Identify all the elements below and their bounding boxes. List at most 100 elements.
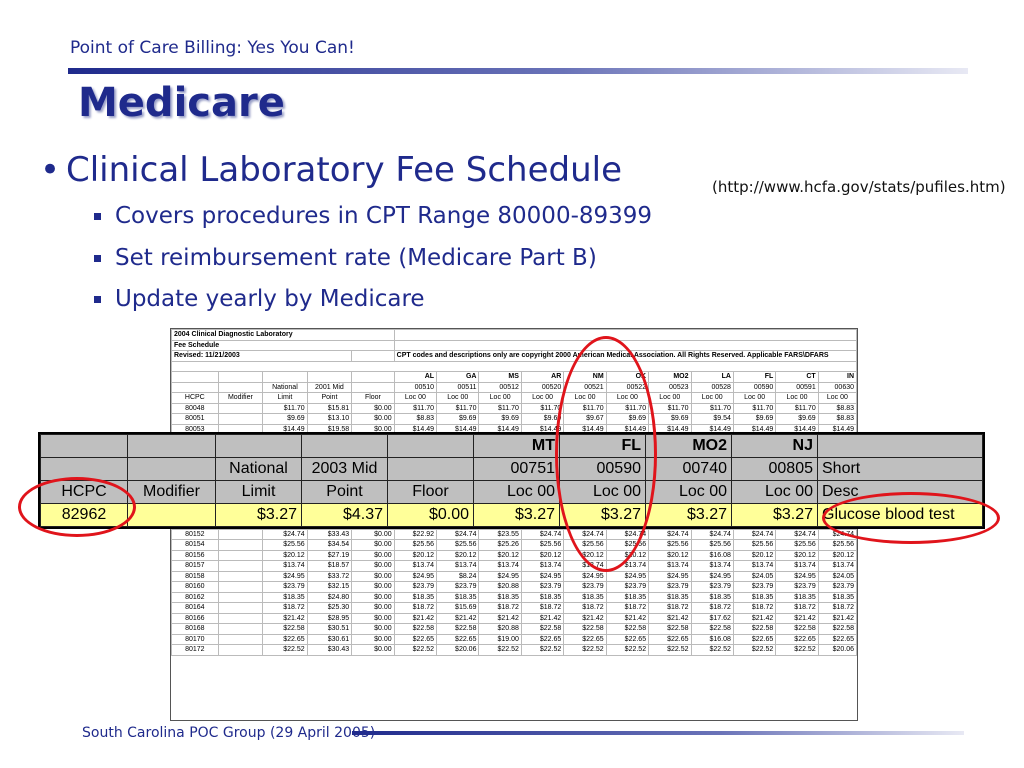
zoom-cell: Limit <box>215 480 302 504</box>
locality-code: 00630 <box>817 381 857 393</box>
table-cell <box>217 539 264 551</box>
table-cell: $8.83 <box>817 413 857 425</box>
table-cell: $25.56 <box>436 539 480 551</box>
table-cell: $20.12 <box>520 549 565 561</box>
table-cell: $18.35 <box>478 591 522 603</box>
state-header: MO2 <box>648 371 692 383</box>
table-cell: $21.42 <box>648 612 692 624</box>
column-header: Loc 00 <box>732 392 777 404</box>
table-cell: $24.95 <box>262 570 308 582</box>
table-cell: $15.69 <box>436 602 480 614</box>
table-cell: 80156 <box>171 549 219 561</box>
table-cell: $19.00 <box>478 633 522 645</box>
table-cell: $9.54 <box>690 413 734 425</box>
table-cell: $9.69 <box>262 413 308 425</box>
table-cell: $22.52 <box>393 644 438 656</box>
table-cell: $22.65 <box>262 633 308 645</box>
sub-bullet-text: Update yearly by Medicare <box>115 286 425 312</box>
table-cell: $23.79 <box>563 581 607 593</box>
table-cell: $0.00 <box>351 591 395 603</box>
table-cell: $21.42 <box>478 612 522 624</box>
table-cell: $24.95 <box>520 570 565 582</box>
table-cell: $0.00 <box>351 623 395 635</box>
table-cell: $23.79 <box>817 581 857 593</box>
table-cell: $18.35 <box>775 591 819 603</box>
source-url[interactable]: (http://www.hcfa.gov/stats/pufiles.htm) <box>712 178 1006 196</box>
table-cell: $13.74 <box>393 560 438 572</box>
table-cell: $18.72 <box>393 602 438 614</box>
zoom-cell <box>301 434 388 458</box>
column-header: Limit <box>262 392 308 404</box>
bullet-dot-icon: • <box>40 150 61 190</box>
table-cell <box>217 570 264 582</box>
table-cell: $25.56 <box>648 539 692 551</box>
table-cell: 80162 <box>171 591 219 603</box>
zoom-cell: 00805 <box>731 457 818 481</box>
table-cell: $24.95 <box>563 570 607 582</box>
slide-footer: South Carolina POC Group (29 April 2005) <box>82 725 376 741</box>
table-cell <box>217 560 264 572</box>
table-cell: $24.74 <box>520 528 565 540</box>
table-cell: $24.74 <box>775 528 819 540</box>
table-cell: 80157 <box>171 560 219 572</box>
table-row: 80170 $22.65 $30.61 $0.00 $22.65 $22.65 $19.00… <box>171 633 857 645</box>
table-cell: $18.35 <box>690 591 734 603</box>
zoom-cell: 00740 <box>645 457 732 481</box>
table-cell: $20.12 <box>817 549 857 561</box>
table-cell: $11.70 <box>775 402 819 414</box>
table-cell: $33.72 <box>306 570 353 582</box>
table-cell <box>217 633 264 645</box>
table-cell: $30.61 <box>306 633 353 645</box>
table-cell <box>217 549 264 561</box>
table-cell: $25.56 <box>732 539 777 551</box>
table-cell: $32.15 <box>306 581 353 593</box>
zoom-cell <box>40 434 128 458</box>
table-cell: $13.74 <box>732 560 777 572</box>
table-cell: $11.70 <box>478 402 522 414</box>
zoom-cell: Loc 00 <box>473 480 560 504</box>
table-cell: $18.72 <box>775 602 819 614</box>
table-cell: 80172 <box>171 644 219 656</box>
table-cell: $0.00 <box>351 549 395 561</box>
locality-code: 00528 <box>690 381 734 393</box>
table-cell: $22.65 <box>775 633 819 645</box>
table-cell: $0.00 <box>351 644 395 656</box>
table-cell: $33.43 <box>306 528 353 540</box>
table-cell: $18.72 <box>648 602 692 614</box>
table-cell: 80051 <box>171 413 219 425</box>
table-cell: $20.12 <box>478 549 522 561</box>
zoom-cell: 2003 Mid <box>301 457 388 481</box>
zoom-cell <box>127 457 216 481</box>
sheet-revised: Revised: 11/21/2003 <box>171 350 353 362</box>
square-bullet-icon <box>94 213 101 220</box>
table-cell: $18.72 <box>520 602 565 614</box>
zoom-cell: $4.37 <box>301 503 388 527</box>
table-cell: $0.00 <box>351 570 395 582</box>
table-cell: $23.79 <box>690 581 734 593</box>
col-mid: 2001 Mid <box>306 381 353 393</box>
table-cell: $22.65 <box>520 633 565 645</box>
table-cell: $21.42 <box>436 612 480 624</box>
table-cell: $24.74 <box>436 528 480 540</box>
table-cell: $8.83 <box>393 413 438 425</box>
table-cell: $22.58 <box>732 623 777 635</box>
table-cell: $22.52 <box>262 644 308 656</box>
table-cell: $22.58 <box>393 623 438 635</box>
zoom-cell <box>215 434 302 458</box>
table-cell: $20.12 <box>648 549 692 561</box>
zoom-cell <box>127 434 216 458</box>
table-cell: 80170 <box>171 633 219 645</box>
table-cell: $30.43 <box>306 644 353 656</box>
table-row: 80164 $18.72 $25.30 $0.00 $18.72 $15.69 $18.72… <box>171 602 857 614</box>
column-header: Point <box>306 392 353 404</box>
zoom-cell: $0.00 <box>387 503 474 527</box>
table-cell: $9.69 <box>436 413 480 425</box>
table-cell: $23.55 <box>478 528 522 540</box>
table-cell: $22.65 <box>605 633 650 645</box>
table-cell: $24.74 <box>732 528 777 540</box>
table-cell: $13.74 <box>690 560 734 572</box>
table-cell: $13.74 <box>775 560 819 572</box>
table-cell: $25.30 <box>306 602 353 614</box>
table-cell: $25.56 <box>393 539 438 551</box>
table-cell: $20.06 <box>436 644 480 656</box>
